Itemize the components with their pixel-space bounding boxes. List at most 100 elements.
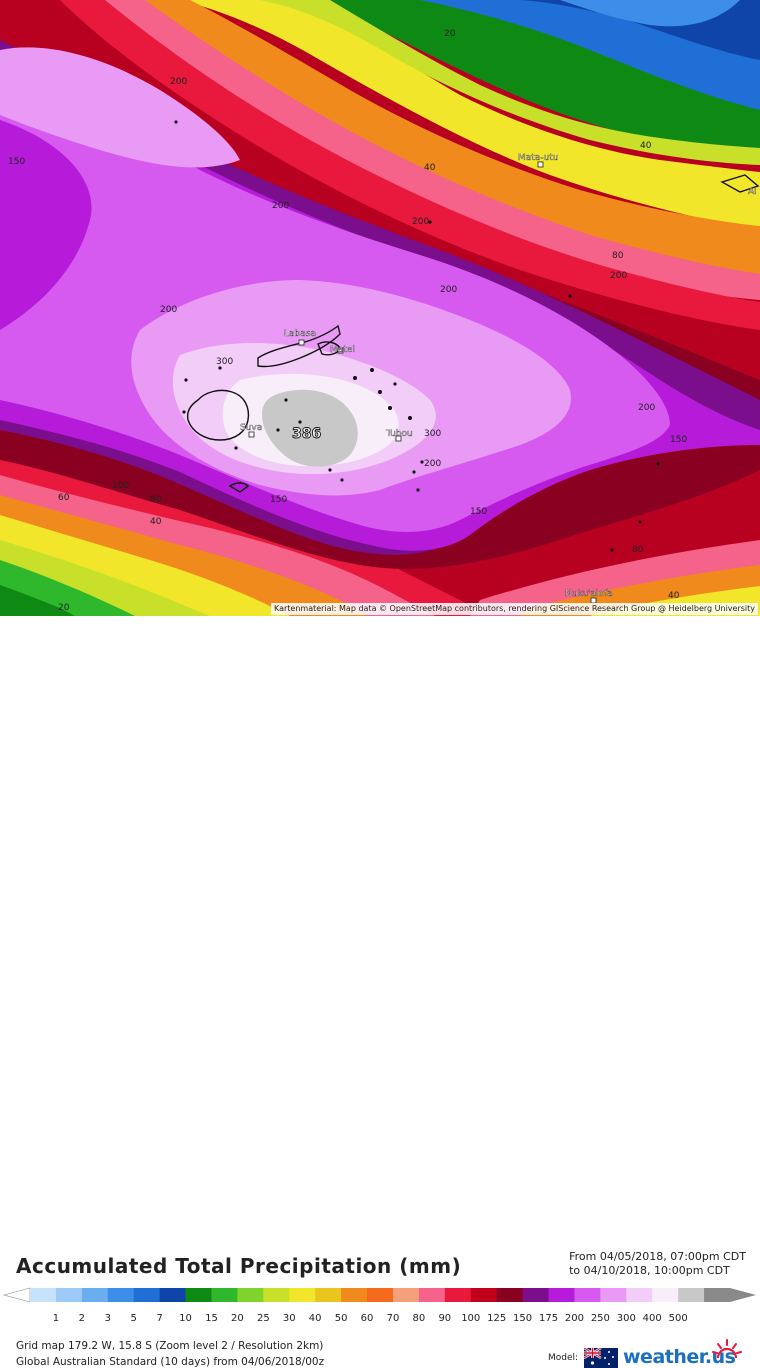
place-label-labasa: Labasa (284, 329, 316, 339)
contour-label: 200 (160, 305, 177, 315)
contour-label: 200 (412, 217, 429, 227)
place-label-tubou: Tubou (385, 429, 413, 439)
contour-label: 40 (640, 141, 652, 151)
legend-tick-label: 125 (487, 1313, 507, 1324)
place-labels: Mata-utu Labasa Matei Suva Tubou Nuku'al… (240, 153, 757, 599)
legend-tick-label: 200 (564, 1313, 584, 1324)
place-markers (248, 161, 597, 604)
model-info: Global Australian Standard (10 days) fro… (16, 1356, 325, 1368)
band-northeast-lightblue (560, 0, 740, 27)
legend-color-swatch (392, 1288, 420, 1302)
legend-color-swatch (81, 1288, 109, 1302)
period-from: From 04/05/2018, 07:00pm CDT (569, 1250, 746, 1263)
contour-label: 40 (150, 517, 162, 527)
legend-tick-label: 40 (308, 1313, 322, 1324)
legend-color-swatch (678, 1288, 705, 1302)
contour-labels: 20 40 40 200 200 80 200 150 200 200 200 … (8, 29, 687, 613)
legend-tick-label: 80 (412, 1313, 426, 1324)
band-500 (262, 389, 358, 467)
legend-tick-label: 1 (52, 1313, 60, 1324)
legend-tick-label: 400 (642, 1313, 662, 1324)
legend-color-swatch (263, 1288, 290, 1302)
map-attribution[interactable]: Kartenmaterial: Map data © OpenStreetMap… (270, 603, 758, 615)
place-label-suva: Suva (240, 423, 262, 433)
legend-color-swatch (367, 1288, 394, 1302)
legend-color-swatch (237, 1288, 264, 1302)
band-ne-lightgreen (260, 0, 760, 165)
legend-color-swatch (30, 1288, 57, 1302)
legend-color-swatch (341, 1288, 368, 1302)
legend-tick-label: 15 (205, 1313, 218, 1324)
legend-tick-label: 500 (668, 1313, 688, 1324)
legend-color-swatch (704, 1288, 731, 1302)
contour-label: 200 (272, 201, 289, 211)
legend-color-swatch (626, 1288, 653, 1302)
precipitation-map[interactable]: 20 40 40 200 200 80 200 150 200 200 200 … (0, 0, 760, 616)
legend-tick-label: 90 (438, 1313, 452, 1324)
legend-color-swatch (315, 1288, 342, 1302)
legend-tick-label: 30 (282, 1313, 296, 1324)
contour-label: 150 (670, 435, 687, 445)
legend-color-swatch (159, 1288, 187, 1302)
contour-label: 20 (58, 603, 70, 613)
legend-tick-label: 25 (256, 1313, 270, 1324)
sun-logo-icon (712, 1339, 742, 1359)
map-footer: Accumulated Total Precipitation (mm) Fro… (0, 616, 760, 1368)
band-ne-yellow (180, 0, 760, 230)
place-label-al: Al (748, 187, 757, 197)
legend-tick-label: 300 (616, 1313, 636, 1324)
legend-color-swatch (107, 1288, 135, 1302)
legend-color-swatch (652, 1288, 679, 1302)
band-ne-orange (140, 0, 760, 275)
legend-tick-labels: 1 2 3 5 7 10 15 20 25 30 40 50 60 70 80 90 100 125 150 175 2… (0, 1313, 760, 1327)
legend-color-swatch (548, 1288, 575, 1302)
legend-color-swatch (211, 1288, 238, 1302)
legend-tick-label: 60 (360, 1313, 374, 1324)
legend-color-swatch (133, 1288, 161, 1302)
legend-arrow-right (730, 1288, 756, 1302)
legend-tick-label: 50 (334, 1313, 348, 1324)
legend-tick-label: 3 (104, 1313, 111, 1324)
legend-tick-label: 175 (538, 1313, 559, 1324)
legend-color-swatch (444, 1288, 472, 1302)
contour-label: 200 (170, 77, 187, 87)
legend-color-swatch (470, 1288, 498, 1302)
contour-label: 300 (424, 429, 441, 439)
legend-tick-label: 2 (78, 1313, 86, 1324)
small-islands (174, 120, 660, 552)
contour-label: 40 (668, 591, 680, 601)
legend-tick-label: 20 (231, 1313, 244, 1324)
legend-color-swatch (289, 1288, 316, 1302)
legend-color-swatch (522, 1288, 550, 1302)
forecast-period: From 04/05/2018, 07:00pm CDT to 04/10/20… (569, 1250, 746, 1278)
legend-color-swatch (496, 1288, 524, 1302)
legend-color-swatch (55, 1288, 83, 1302)
contour-label: 20 (444, 29, 456, 39)
max-value-label: 386 (292, 426, 321, 442)
contour-label: 100 (112, 481, 129, 491)
band-ne-pink (100, 0, 760, 300)
band-sw-darkgreen (0, 585, 75, 616)
legend-tick-label: 100 (461, 1313, 481, 1324)
legend-color-swatch (185, 1288, 212, 1302)
map-title: Accumulated Total Precipitation (mm) (16, 1254, 462, 1278)
legend-color-swatch (600, 1288, 627, 1302)
contour-label: 150 (470, 507, 487, 517)
model-label: Model: (548, 1353, 579, 1363)
contour-label: 300 (216, 357, 233, 367)
legend-color-swatch (574, 1288, 601, 1302)
contour-label: 150 (8, 157, 25, 167)
contour-label: 200 (440, 285, 457, 295)
grid-info: Grid map 179.2 W, 15.8 S (Zoom level 2 /… (16, 1340, 324, 1352)
map-canvas: 20 40 40 200 200 80 200 150 200 200 200 … (0, 0, 760, 616)
contour-label: 200 (638, 403, 655, 413)
legend-tick-label: 150 (513, 1313, 533, 1324)
australia-flag-icon (584, 1348, 618, 1368)
contour-label: 80 (150, 495, 162, 505)
legend-tick-label: 5 (130, 1313, 137, 1324)
place-label-nukualofa: Nuku'alofa (565, 589, 613, 599)
place-label-mata-utu: Mata-utu (518, 153, 559, 163)
contour-label: 200 (610, 271, 627, 281)
legend-color-swatch (418, 1288, 446, 1302)
contour-label: 150 (270, 495, 287, 505)
